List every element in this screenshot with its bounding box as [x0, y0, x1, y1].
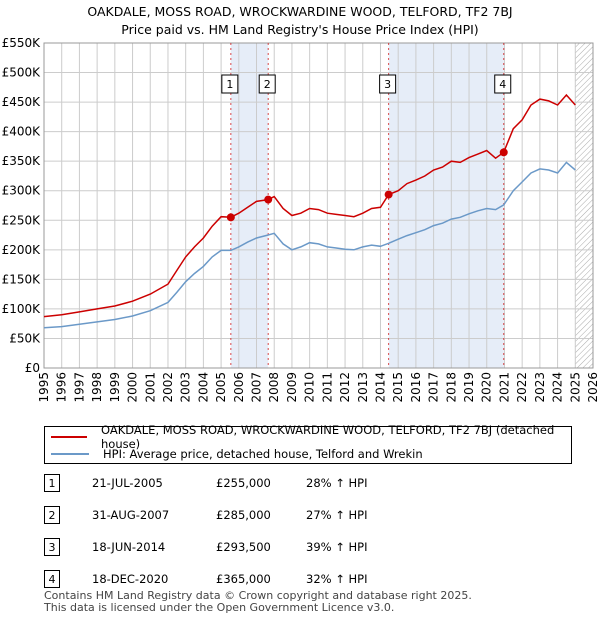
x-tick-label: 2013 — [356, 372, 370, 403]
y-tick-label: £350K — [2, 154, 42, 168]
y-tick-label: £100K — [2, 302, 42, 316]
sale-price: £285,000 — [216, 508, 271, 522]
x-tick-label: 2007 — [250, 372, 264, 403]
footer-copyright: Contains HM Land Registry data © Crown c… — [44, 589, 472, 602]
sale-hpi-change: 39% ↑ HPI — [306, 540, 368, 554]
sale-number-box — [221, 74, 239, 94]
sale-date: 31-AUG-2007 — [92, 508, 170, 522]
x-tick-label: 2001 — [143, 372, 157, 403]
y-tick-label: £400K — [2, 125, 42, 139]
sale-number-badge: 4 — [44, 570, 60, 588]
x-tick-label: 2020 — [480, 372, 494, 403]
property-series-line — [43, 93, 576, 318]
legend-swatch-red — [51, 436, 87, 438]
sale-row: 1 21-JUL-2005 £255,000 28% ↑ HPI — [44, 474, 464, 494]
x-tick-label: 2014 — [373, 372, 387, 403]
legend-item-hpi: HPI: Average price, detached house, Telf… — [51, 446, 423, 462]
sale-number-box — [258, 74, 276, 94]
x-tick-label: 2017 — [427, 372, 441, 403]
x-tick-label: 2002 — [161, 372, 175, 403]
chart-title: OAKDALE, MOSS ROAD, WROCKWARDINE WOOD, T… — [87, 4, 513, 19]
y-tick-label: £500K — [2, 66, 42, 80]
x-tick-label: 2003 — [179, 372, 193, 403]
x-tick-label: 2018 — [444, 372, 458, 403]
sale-date: 21-JUL-2005 — [92, 476, 163, 490]
sale-number-label: 3 — [384, 78, 391, 91]
x-tick-label: 2012 — [338, 372, 352, 403]
x-tick-label: 2011 — [320, 372, 334, 403]
y-tick-label: £50K — [9, 331, 41, 345]
x-tick-label: 2009 — [285, 372, 299, 403]
price-chart: £0 £50K £100K £150K £200K £250K £300K £350K £400… — [2, 36, 600, 403]
sale-row: 2 31-AUG-2007 £285,000 27% ↑ HPI — [44, 506, 464, 526]
sale-hpi-change: 27% ↑ HPI — [306, 508, 368, 522]
plot-frame — [43, 42, 594, 369]
sale-number-label: 1 — [226, 78, 233, 91]
sale-hpi-change: 32% ↑ HPI — [306, 572, 368, 586]
x-tick-label: 2023 — [533, 372, 547, 403]
x-tick-label: 1997 — [72, 372, 86, 403]
x-tick-label: 2024 — [551, 372, 565, 403]
x-tick-label: 2000 — [126, 372, 140, 403]
y-tick-label: £200K — [2, 243, 42, 257]
forecast-hatch — [575, 43, 593, 368]
x-tick-label: 1995 — [37, 372, 51, 403]
legend-label-hpi: HPI: Average price, detached house, Telf… — [103, 447, 423, 461]
sale-price: £365,000 — [216, 572, 271, 586]
x-tick-label: 2004 — [196, 372, 210, 403]
x-tick-label: 2008 — [267, 372, 281, 403]
x-tick-label: 2015 — [391, 372, 405, 403]
sale-number-badge: 2 — [44, 506, 60, 524]
legend-label-property: OAKDALE, MOSS ROAD, WROCKWARDINE WOOD, T… — [101, 423, 555, 451]
shaded-period-2 — [388, 43, 504, 368]
sale-date: 18-DEC-2020 — [92, 572, 169, 586]
sale-point — [226, 213, 235, 222]
footer: Contains HM Land Registry data © Crown c… — [44, 590, 472, 614]
sale-number-badge: 3 — [44, 538, 60, 556]
sale-number-label: 4 — [499, 78, 506, 91]
sale-row: 4 18-DEC-2020 £365,000 32% ↑ HPI — [44, 570, 464, 590]
sale-price: £293,500 — [216, 540, 271, 554]
sale-date: 18-JUN-2014 — [92, 540, 166, 554]
x-tick-label: 1999 — [108, 372, 122, 403]
y-tick-label: £150K — [2, 272, 42, 286]
x-tick-label: 2010 — [303, 372, 317, 403]
sale-number-box — [379, 74, 397, 94]
x-tick-label: 1996 — [55, 372, 69, 403]
legend: OAKDALE, MOSS ROAD, WROCKWARDINE WOOD, T… — [44, 423, 572, 464]
x-tick-label: 2005 — [214, 372, 228, 403]
legend-item-property: OAKDALE, MOSS ROAD, WROCKWARDINE WOOD, T… — [51, 423, 571, 451]
sale-number-label: 2 — [264, 78, 271, 91]
hpi-series-line — [43, 161, 576, 329]
legend-swatch-blue — [51, 453, 89, 455]
x-tick-label: 1998 — [90, 372, 104, 403]
y-tick-label: £0 — [25, 361, 40, 375]
x-tick-label: 2019 — [462, 372, 476, 403]
x-tick-label: 2016 — [409, 372, 423, 403]
sale-point — [499, 148, 508, 157]
y-tick-label: £450K — [2, 95, 42, 109]
sale-hpi-change: 28% ↑ HPI — [306, 476, 368, 490]
sale-price: £255,000 — [216, 476, 271, 490]
x-tick-label: 2026 — [586, 372, 600, 403]
x-tick-label: 2021 — [497, 372, 511, 403]
x-tick-label: 2006 — [232, 372, 246, 403]
sale-number-box — [494, 74, 512, 94]
y-tick-label: £250K — [2, 213, 42, 227]
y-tick-label: £550K — [2, 36, 42, 50]
sale-row: 3 18-JUN-2014 £293,500 39% ↑ HPI — [44, 538, 464, 558]
sale-point — [384, 190, 393, 199]
sale-number-badge: 1 — [44, 474, 60, 492]
footer-licence: This data is licensed under the Open Gov… — [44, 601, 395, 614]
sale-point — [264, 195, 273, 204]
x-tick-label: 2022 — [515, 372, 529, 403]
chart-subtitle: Price paid vs. HM Land Registry's House … — [121, 22, 479, 37]
x-tick-label: 2025 — [568, 372, 582, 403]
y-tick-label: £300K — [2, 184, 42, 198]
